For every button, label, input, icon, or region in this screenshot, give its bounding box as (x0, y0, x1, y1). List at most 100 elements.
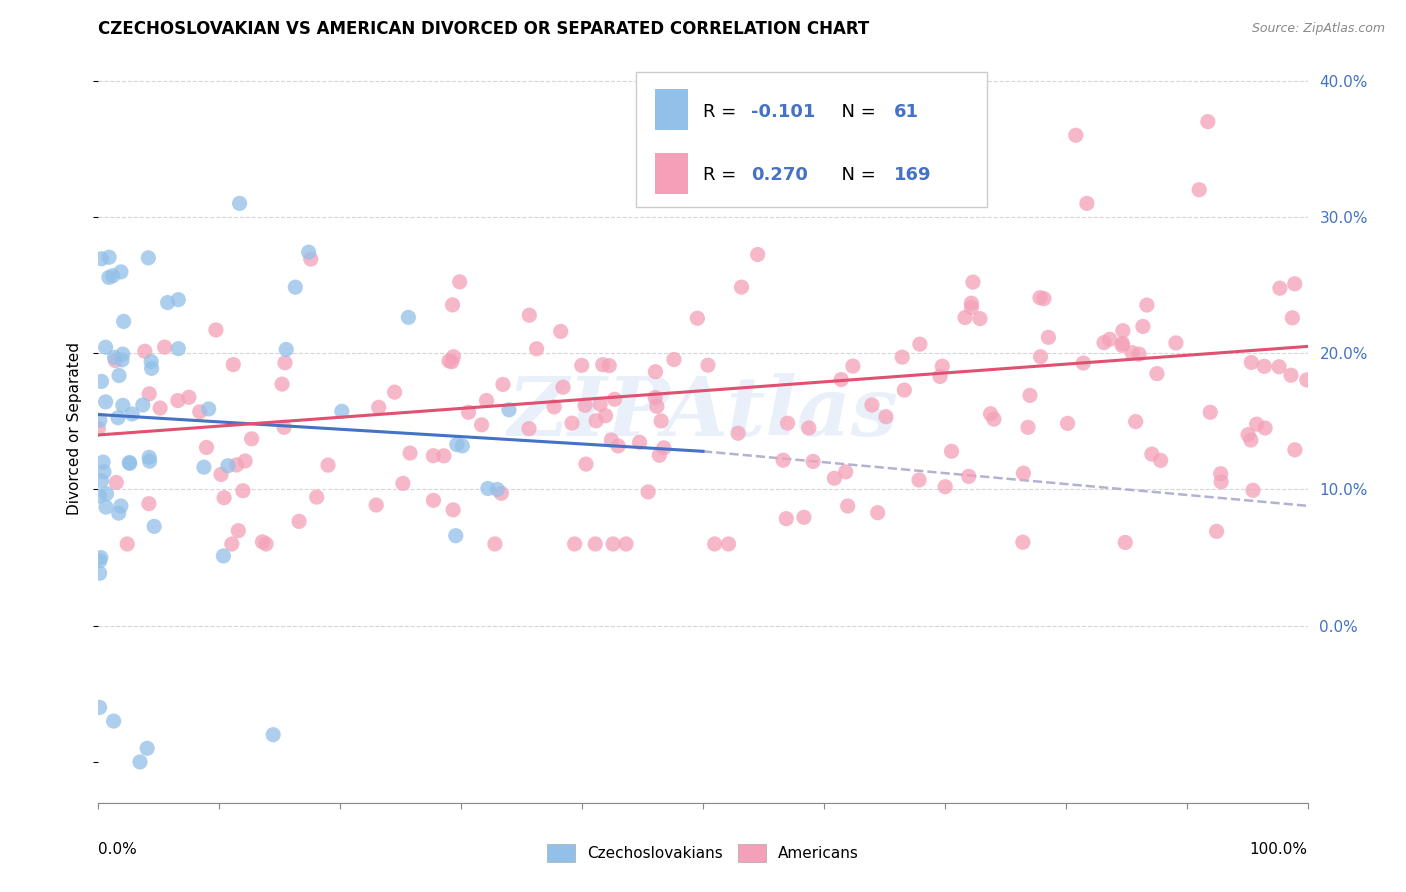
Point (366, 498, 388, 512)
Point (703, 537, 725, 551)
Point (110, 499, 132, 513)
Point (662, 352, 685, 367)
Point (929, 369, 952, 384)
Point (730, 280, 752, 294)
Point (288, 515, 311, 529)
Point (167, 393, 190, 408)
Point (1197, 114, 1219, 128)
Point (112, 314, 135, 328)
Point (1012, 466, 1035, 480)
Point (1011, 535, 1033, 549)
Point (498, 402, 520, 417)
Point (299, 252, 322, 266)
Point (1029, 350, 1052, 364)
Point (714, 169, 737, 183)
Point (399, 446, 422, 460)
Point (491, 486, 513, 500)
Point (188, 405, 211, 419)
Point (1211, 475, 1233, 489)
Point (228, 196, 250, 211)
Point (969, 311, 991, 326)
Point (108, 368, 131, 383)
Point (451, 439, 474, 453)
Point (893, 383, 915, 397)
Point (89, 489, 111, 503)
Point (644, 365, 666, 379)
Point (217, 458, 239, 473)
Point (648, 448, 671, 462)
Point (136, 741, 159, 756)
FancyBboxPatch shape (655, 153, 689, 194)
Point (298, 245, 321, 260)
Point (960, 301, 983, 315)
Point (860, 398, 883, 412)
Point (875, 409, 897, 424)
Point (134, 344, 156, 359)
Point (197, 401, 219, 416)
Point (484, 537, 506, 551)
Point (543, 400, 565, 414)
Point (842, 359, 865, 373)
Point (517, 308, 540, 322)
Point (1188, 183, 1211, 197)
Y-axis label: Divorced or Separated: Divorced or Separated (67, 342, 83, 515)
Point (222, 358, 245, 372)
Point (645, 400, 668, 414)
Point (274, 356, 297, 370)
Point (650, 414, 672, 428)
Point (1125, 415, 1147, 429)
Point (118, 456, 141, 470)
Point (571, 359, 593, 373)
Point (686, 311, 709, 326)
Point (105, 475, 128, 490)
Point (422, 493, 444, 508)
Point (149, 401, 172, 415)
Point (1128, 347, 1150, 361)
Point (89, 700, 111, 714)
Point (1140, 447, 1163, 461)
Point (644, 391, 666, 405)
Point (834, 465, 856, 479)
Point (129, 755, 152, 769)
Point (575, 457, 598, 471)
Point (110, 265, 132, 279)
Point (177, 390, 200, 404)
Point (908, 337, 931, 351)
Point (87, 421, 110, 435)
Point (941, 444, 963, 458)
Point (931, 359, 953, 374)
Point (167, 342, 190, 356)
Point (574, 398, 596, 412)
Point (316, 458, 339, 472)
Point (457, 405, 479, 419)
Text: 169: 169 (894, 166, 932, 185)
Point (195, 441, 218, 455)
Point (801, 454, 824, 468)
Text: Source: ZipAtlas.com: Source: ZipAtlas.com (1251, 22, 1385, 36)
Point (1150, 453, 1173, 467)
Point (94, 395, 117, 409)
Point (209, 467, 232, 482)
Point (1121, 345, 1143, 359)
Point (138, 454, 160, 468)
Point (603, 392, 626, 407)
Point (1038, 330, 1060, 344)
Point (276, 343, 298, 357)
Point (273, 420, 295, 434)
Point (226, 524, 249, 538)
Point (830, 373, 852, 387)
Point (1205, 524, 1227, 539)
Text: N =: N = (830, 166, 882, 185)
Point (550, 325, 572, 339)
Point (103, 714, 125, 728)
Point (98, 250, 121, 264)
Point (628, 435, 651, 450)
Point (980, 407, 1002, 421)
Point (1092, 335, 1115, 350)
Point (1268, 359, 1291, 374)
Point (614, 537, 637, 551)
Point (891, 350, 914, 364)
Point (592, 358, 614, 372)
Point (747, 247, 769, 261)
Point (104, 353, 127, 368)
